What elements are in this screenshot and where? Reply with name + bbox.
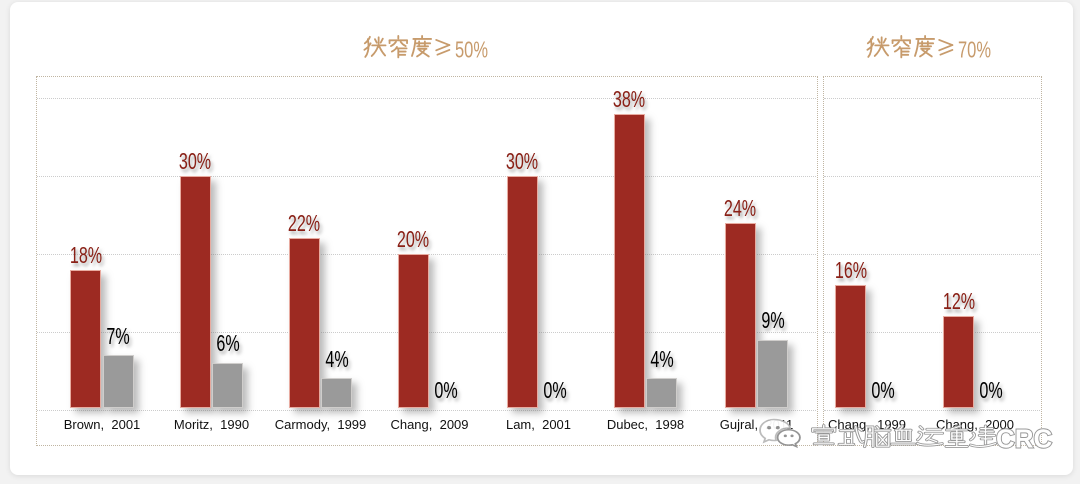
svg-text:70%: 70%	[958, 37, 991, 63]
svg-text:50%: 50%	[455, 37, 488, 63]
svg-text:CRC: CRC	[996, 424, 1053, 454]
